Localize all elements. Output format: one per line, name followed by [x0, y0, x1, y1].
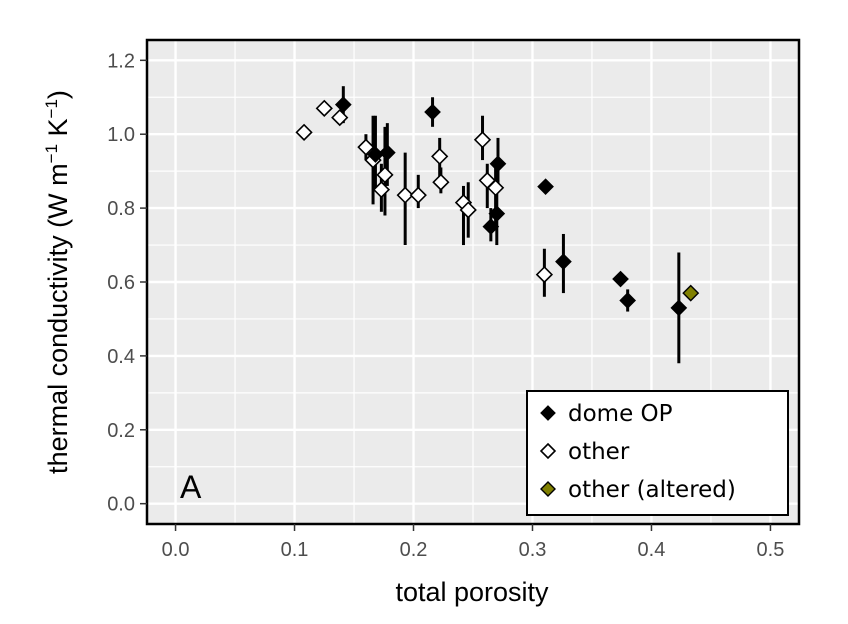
data-point	[489, 155, 507, 173]
data-point	[424, 103, 441, 121]
data-point	[331, 108, 349, 127]
y-axis-title-exp1: −1	[42, 144, 61, 163]
data-point	[619, 292, 637, 309]
x-tick-label: 0.4	[638, 539, 666, 561]
y-axis-title: thermal conductivity (W m−1 K−1)	[42, 90, 73, 474]
axis-ticks: 0.0 0.1 0.2 0.3 0.4 0.5 0.0 0.2 0.4 0.6 0.8 1.0 1.2	[107, 50, 784, 561]
legend-marker	[540, 405, 556, 421]
data-point	[432, 173, 450, 191]
data-point	[555, 253, 572, 271]
x-axis-title: total porosity	[395, 577, 549, 607]
data-point	[409, 186, 427, 204]
panel-label: A	[180, 469, 202, 505]
data-point	[459, 201, 477, 219]
y-tick-label: 0.2	[107, 420, 135, 442]
y-tick-label: 0.0	[107, 494, 135, 516]
data-point	[486, 179, 505, 197]
legend-label: dome OP	[568, 401, 673, 427]
y-tick-label: 1.2	[107, 50, 135, 72]
data-point	[535, 265, 554, 284]
legend-marker	[540, 481, 556, 497]
y-tick-label: 0.6	[107, 272, 135, 294]
data-point	[670, 299, 688, 317]
y-axis-title-exp2: −1	[42, 99, 61, 118]
legend-box	[526, 390, 789, 516]
y-tick-label: 0.4	[107, 346, 135, 368]
data-point	[488, 205, 506, 222]
data-points	[295, 96, 700, 317]
data-point	[315, 99, 333, 117]
data-point	[376, 166, 394, 184]
x-tick-label: 0.2	[400, 539, 428, 561]
legend-label: other	[568, 439, 630, 465]
data-point	[378, 144, 396, 162]
data-point	[396, 186, 414, 204]
data-point	[537, 178, 554, 196]
data-point	[431, 147, 449, 166]
legend-marker	[539, 442, 557, 460]
x-tick-label: 0.5	[757, 539, 785, 561]
data-point	[682, 284, 700, 302]
data-point	[295, 123, 313, 141]
y-axis-title-mid: K	[43, 118, 73, 144]
y-axis-title-end: )	[43, 90, 73, 99]
legend: dome OP other other (altered)	[526, 390, 789, 516]
y-tick-label: 0.8	[107, 198, 135, 220]
data-point	[482, 218, 500, 235]
x-tick-label: 0.3	[519, 539, 547, 561]
data-point	[357, 138, 375, 156]
data-point	[473, 131, 492, 149]
x-tick-label: 0.0	[162, 539, 190, 561]
data-point	[334, 96, 352, 114]
x-tick-label: 0.1	[281, 539, 309, 561]
data-point	[612, 270, 629, 288]
legend-label: other (altered)	[568, 477, 736, 503]
y-axis-title-main: thermal conductivity (W m	[43, 163, 73, 474]
data-point	[372, 181, 391, 199]
y-tick-label: 1.0	[107, 124, 135, 146]
